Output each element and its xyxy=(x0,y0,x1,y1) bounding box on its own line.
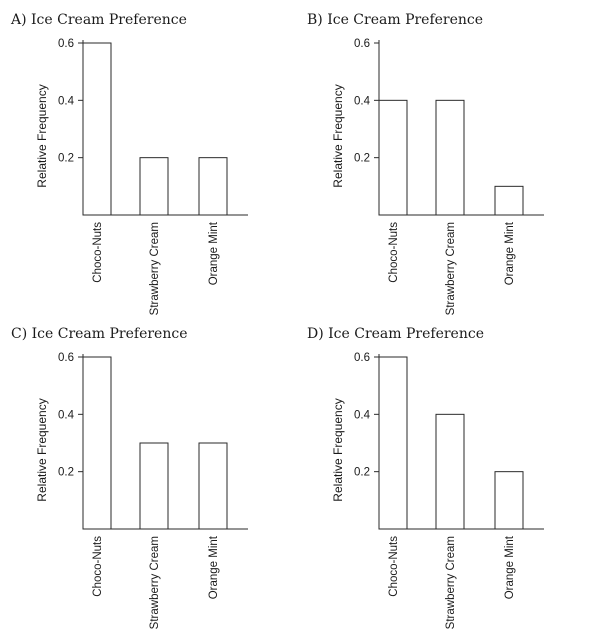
chart-title: A) Ice Cream Preference xyxy=(10,12,187,28)
y-tick-label: 0.4 xyxy=(354,409,371,421)
y-axis-label: Relative Frequency xyxy=(35,84,49,187)
y-axis-label: Relative Frequency xyxy=(35,398,49,501)
y-tick-label: 0.2 xyxy=(354,467,370,479)
bar-strawberry-cream xyxy=(139,157,169,216)
x-tick-label: Choco-Nuts xyxy=(388,222,400,283)
y-tick-label: 0.2 xyxy=(58,153,74,165)
y-tick-label: 0.6 xyxy=(58,38,74,50)
bar-choco-nuts xyxy=(378,356,408,530)
chart-panel-a: A) Ice Cream Preference Relative Frequenc… xyxy=(8,8,298,323)
y-tick-label: 0.6 xyxy=(354,352,370,364)
bar-orange-mint xyxy=(494,185,524,216)
x-tick-label: Choco-Nuts xyxy=(92,536,104,597)
x-tick-label: Strawberry Cream xyxy=(445,536,457,629)
bar-choco-nuts xyxy=(82,356,112,530)
x-tick-label: Strawberry Cream xyxy=(149,222,161,315)
bar-choco-nuts xyxy=(378,99,408,216)
chart-panel-d: D) Ice Cream Preference Relative Frequenc… xyxy=(304,322,594,637)
x-tick-label: Strawberry Cream xyxy=(149,536,161,629)
bar-orange-mint xyxy=(198,157,228,216)
bar-orange-mint xyxy=(494,471,524,530)
x-tick-label: Orange Mint xyxy=(208,221,220,285)
bar-strawberry-cream xyxy=(435,413,465,530)
bar-strawberry-cream xyxy=(435,99,465,216)
y-tick-label: 0.2 xyxy=(58,467,74,479)
chart-title: B) Ice Cream Preference xyxy=(307,12,483,28)
y-tick-label: 0.4 xyxy=(58,409,75,421)
y-tick-label: 0.6 xyxy=(58,352,74,364)
x-tick-label: Orange Mint xyxy=(504,221,516,285)
bar-choco-nuts xyxy=(82,42,112,216)
x-tick-label: Choco-Nuts xyxy=(388,536,400,597)
bar-orange-mint xyxy=(198,442,228,530)
chart-title: C) Ice Cream Preference xyxy=(11,326,187,342)
x-tick-label: Orange Mint xyxy=(504,535,516,599)
chart-c: C) Ice Cream Preference Relative Frequenc… xyxy=(11,326,248,629)
chart-title: D) Ice Cream Preference xyxy=(307,326,484,342)
y-axis-label: Relative Frequency xyxy=(331,398,345,501)
chart-d: D) Ice Cream Preference Relative Frequenc… xyxy=(307,326,544,629)
y-axis-label: Relative Frequency xyxy=(331,84,345,187)
y-tick-label: 0.6 xyxy=(354,38,370,50)
chart-panel-c: C) Ice Cream Preference Relative Frequenc… xyxy=(8,322,298,637)
y-tick-label: 0.4 xyxy=(354,95,371,107)
chart-a: A) Ice Cream Preference Relative Frequenc… xyxy=(10,12,248,315)
bar-strawberry-cream xyxy=(139,442,169,530)
y-tick-label: 0.2 xyxy=(354,153,370,165)
x-tick-label: Choco-Nuts xyxy=(92,222,104,283)
x-tick-label: Strawberry Cream xyxy=(445,222,457,315)
chart-panel-b: B) Ice Cream Preference Relative Frequenc… xyxy=(304,8,594,323)
x-tick-label: Orange Mint xyxy=(208,535,220,599)
y-tick-label: 0.4 xyxy=(58,95,75,107)
chart-b: B) Ice Cream Preference Relative Frequenc… xyxy=(307,12,544,315)
